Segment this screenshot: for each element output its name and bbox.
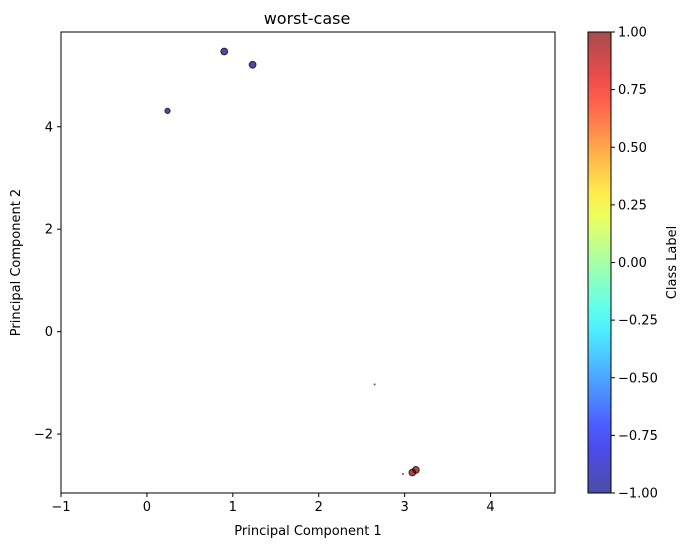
- x-axis-label: Principal Component 1: [234, 524, 381, 539]
- data-point-3: [373, 383, 376, 386]
- y-tick-label: −2: [34, 428, 53, 443]
- axes-frame: [60, 31, 556, 494]
- x-tick-label: −1: [51, 500, 70, 515]
- x-tick-label: 1: [229, 500, 237, 515]
- colorbar-tick-label: −1.00: [618, 487, 658, 502]
- data-point-0: [220, 47, 229, 56]
- y-axis-label: Principal Component 2: [9, 189, 24, 336]
- colorbar-tick-label: 0.25: [618, 198, 647, 213]
- colorbar-tick-label: −0.25: [618, 314, 658, 329]
- x-tick-label: 2: [315, 500, 323, 515]
- colorbar-tick-label: 1.00: [618, 26, 647, 41]
- data-point-4: [401, 473, 404, 475]
- colorbar-tick-label: 0.75: [618, 83, 647, 98]
- data-point-1: [248, 60, 257, 69]
- data-point-6: [408, 468, 417, 477]
- x-tick-label: 4: [486, 500, 494, 515]
- colorbar-label: Class Label: [665, 226, 680, 299]
- x-tick-label: 0: [143, 500, 151, 515]
- data-point-2: [164, 107, 171, 114]
- plot-area: [61, 32, 555, 493]
- colorbar-tick-label: 0.00: [618, 256, 647, 271]
- y-tick-label: 2: [45, 223, 53, 238]
- colorbar-gradient: [588, 32, 611, 493]
- y-tick-label: 0: [45, 325, 53, 340]
- chart-title: worst-case: [264, 9, 351, 28]
- x-tick-label: 3: [401, 500, 409, 515]
- colorbar-tick-label: 0.50: [618, 141, 647, 156]
- y-tick-label: 4: [45, 120, 53, 135]
- colorbar-tick-label: −0.50: [618, 371, 658, 386]
- colorbar-tick-label: −0.75: [618, 429, 658, 444]
